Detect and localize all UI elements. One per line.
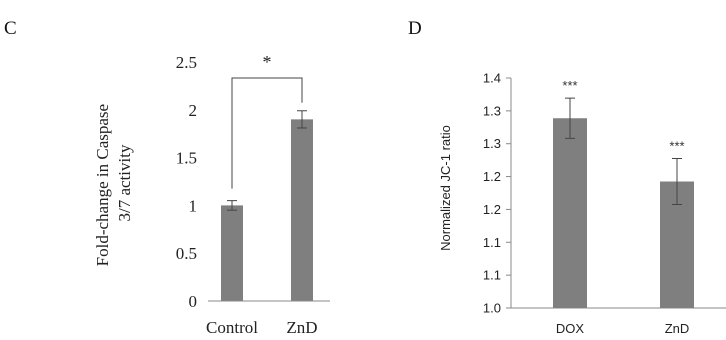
error-bar-d-dox bbox=[565, 97, 575, 139]
bar-d-dox bbox=[553, 118, 587, 308]
y-axis-label-c-line-1: Fold-change in Caspase bbox=[93, 104, 112, 266]
y-ticks-d: 1.0 1.1 1.1 1.2 1.2 1.3 1.3 1.4 bbox=[483, 71, 511, 316]
y-tick-label-d: 1.3 bbox=[483, 136, 501, 151]
y-axis-label-c-line-2: 3/7 activity bbox=[115, 144, 134, 221]
y-ticks-c: 0 0.5 1 1.5 2 2.5 bbox=[176, 53, 197, 311]
y-tick-label-d: 1.1 bbox=[483, 235, 501, 250]
error-bars-c bbox=[227, 110, 307, 211]
panel-d: D Normalized JC-1 ratio 1.01.11.11.21.21… bbox=[408, 18, 726, 336]
error-bars-d bbox=[565, 97, 682, 205]
error-bar-c-control bbox=[227, 200, 237, 211]
bar-c-znd bbox=[291, 119, 313, 301]
x-tick-label-d: ZnD bbox=[665, 321, 690, 336]
y-tick-label-d: 1.3 bbox=[483, 103, 501, 118]
y-tick-label-d: 1.2 bbox=[483, 169, 501, 184]
y-tick-label-c: 0 bbox=[189, 292, 198, 311]
y-axis-label-d: Normalized JC-1 ratio bbox=[438, 125, 453, 251]
error-bar-d-znd bbox=[672, 158, 682, 205]
significance-labels-d: *** *** bbox=[562, 78, 684, 153]
bars-d bbox=[553, 118, 694, 308]
y-tick-label-d: 1.2 bbox=[483, 202, 501, 217]
y-tick-label-c: 0.5 bbox=[176, 244, 197, 263]
bars-c bbox=[221, 119, 313, 301]
y-tick-label-c: 1.5 bbox=[176, 149, 197, 168]
y-tick-label-d: 1.4 bbox=[483, 71, 501, 86]
x-tick-label-d: DOX bbox=[556, 321, 585, 336]
y-tick-label-c: 2.5 bbox=[176, 53, 197, 72]
significance-label-d-dox: *** bbox=[562, 78, 577, 93]
x-tick-labels-d: DOX ZnD bbox=[556, 321, 689, 336]
significance-label-d-znd: *** bbox=[669, 139, 684, 154]
y-tick-label-c: 2 bbox=[189, 101, 198, 120]
panel-c: C Fold-change in Caspase 3/7 activity 00… bbox=[4, 18, 330, 337]
significance-bracket-line bbox=[231, 77, 303, 189]
significance-star-c: * bbox=[263, 52, 272, 72]
x-tick-label-c: ZnD bbox=[286, 318, 317, 337]
y-axis-label-c: Fold-change in Caspase 3/7 activity bbox=[93, 100, 134, 267]
y-tick-label-c: 1 bbox=[189, 196, 198, 215]
panel-label-c: C bbox=[4, 18, 17, 39]
x-tick-labels-c: Control ZnD bbox=[206, 318, 318, 337]
bar-c-control bbox=[221, 205, 243, 301]
error-bar-c-znd bbox=[297, 110, 307, 129]
significance-bracket-c: * bbox=[231, 52, 303, 189]
x-tick-label-c: Control bbox=[206, 318, 258, 337]
panel-label-d: D bbox=[408, 18, 422, 39]
y-tick-label-d: 1.1 bbox=[483, 268, 501, 283]
y-tick-label-d: 1.0 bbox=[483, 301, 501, 316]
